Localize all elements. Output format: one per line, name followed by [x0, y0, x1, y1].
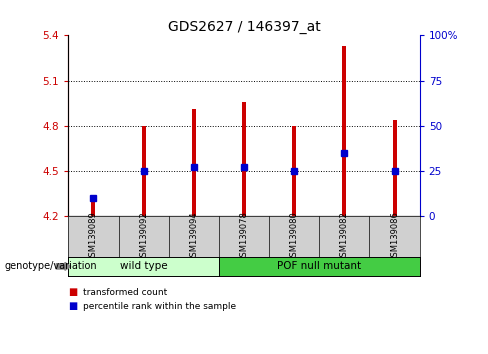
Bar	[242, 102, 246, 216]
Text: transformed count: transformed count	[83, 287, 167, 297]
Text: GSM139080: GSM139080	[290, 211, 299, 262]
Text: GSM139094: GSM139094	[189, 211, 198, 262]
Text: ■: ■	[68, 287, 78, 297]
Text: wild type: wild type	[120, 261, 167, 272]
Text: POF null mutant: POF null mutant	[277, 261, 361, 272]
Text: GSM139086: GSM139086	[390, 211, 399, 262]
Bar	[142, 126, 145, 216]
Bar	[392, 120, 397, 216]
Bar	[91, 198, 96, 216]
Text: ■: ■	[68, 301, 78, 311]
Text: percentile rank within the sample: percentile rank within the sample	[83, 302, 236, 311]
Text: GSM139092: GSM139092	[139, 211, 148, 262]
Text: GSM139082: GSM139082	[340, 211, 349, 262]
Bar	[343, 46, 346, 216]
Bar	[292, 126, 296, 216]
Title: GDS2627 / 146397_at: GDS2627 / 146397_at	[167, 21, 321, 34]
Text: genotype/variation: genotype/variation	[5, 261, 98, 272]
Text: GSM139078: GSM139078	[240, 211, 248, 262]
Bar	[192, 109, 196, 216]
Text: GSM139089: GSM139089	[89, 211, 98, 262]
